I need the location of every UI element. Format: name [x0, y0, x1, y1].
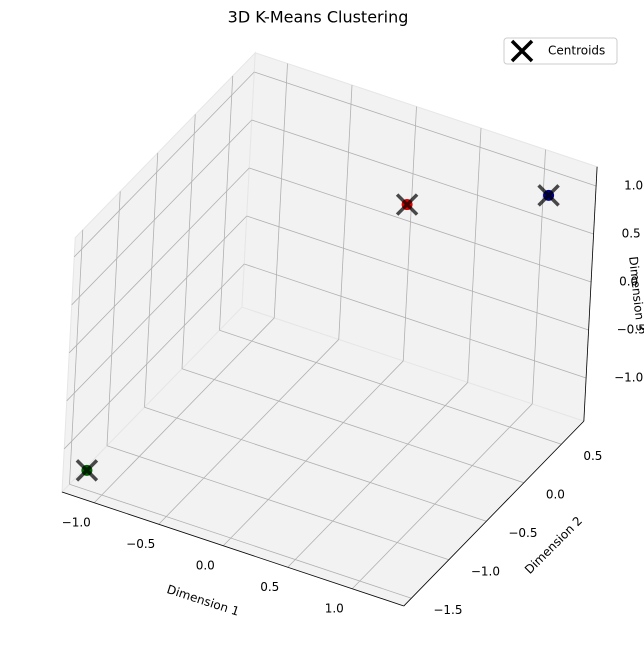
grid-line — [63, 263, 245, 450]
legend-marker-x — [510, 39, 534, 63]
y-axis-label: Dimension 2 — [522, 514, 585, 577]
grid-line — [219, 329, 562, 445]
grid-line — [69, 229, 84, 485]
grid-line — [158, 339, 340, 525]
grid-line — [66, 215, 248, 402]
grid-line — [106, 445, 449, 561]
axis-line — [403, 420, 585, 607]
x-tick-label: 1.0 — [325, 601, 344, 615]
legend-box — [503, 37, 618, 65]
x-tick-label: −1.0 — [62, 515, 91, 529]
grid-line — [287, 382, 469, 568]
legend-marker — [510, 39, 534, 63]
z-tick-label: 1.0 — [624, 178, 643, 192]
grid-line — [251, 119, 594, 235]
axis-line — [61, 491, 404, 607]
grid-line — [402, 106, 417, 361]
grid-line — [246, 215, 589, 331]
y-tick-label: 0.0 — [546, 487, 565, 501]
grid-line — [467, 128, 482, 383]
legend: Centroids — [503, 37, 618, 65]
grid-line — [69, 483, 412, 599]
centroid — [537, 184, 560, 207]
x-axis-label: Dimension 1 — [165, 582, 241, 619]
grid-line — [144, 152, 159, 408]
z-tick-label: 0.0 — [619, 274, 638, 288]
centroid — [75, 459, 99, 482]
grid-line — [93, 317, 275, 504]
grid-line — [181, 114, 196, 369]
x-tick-label: −0.5 — [126, 537, 155, 551]
grid-line — [73, 71, 255, 258]
grid-line — [249, 167, 592, 283]
axis-line — [583, 166, 598, 422]
chart-title: 3D K-Means Clustering — [228, 8, 409, 27]
grid-line — [222, 360, 404, 547]
x-tick-label: 0.0 — [196, 558, 215, 572]
grid-line — [68, 167, 250, 354]
grid-line — [71, 119, 253, 306]
grid-line — [219, 75, 234, 331]
y-tick-label: −0.5 — [508, 526, 537, 540]
z-axis-label: Dimension 3 — [626, 256, 644, 332]
grid-line — [181, 368, 524, 484]
z-tick-label: 0.5 — [622, 226, 641, 240]
z-tick-label: −1.0 — [614, 370, 643, 384]
grid-line — [351, 403, 533, 590]
grid-line — [338, 85, 353, 340]
z-tick-label: −0.5 — [617, 322, 644, 336]
grid-line — [144, 406, 487, 522]
y-tick-label: 0.5 — [583, 449, 602, 463]
centroid — [395, 193, 419, 216]
grid-line — [106, 191, 121, 446]
y-tick-label: −1.0 — [471, 564, 500, 578]
grid-line — [244, 263, 587, 379]
y-tick-label: −1.5 — [433, 603, 462, 617]
grid-line — [273, 63, 288, 318]
grid-line — [254, 71, 597, 187]
legend-label: Centroids — [548, 44, 605, 58]
x-tick-label: 0.5 — [260, 580, 279, 594]
